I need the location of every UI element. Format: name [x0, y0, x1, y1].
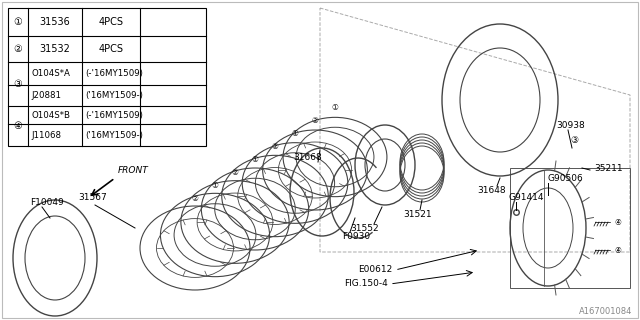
- Text: ④: ④: [13, 121, 22, 131]
- Text: ④: ④: [614, 245, 621, 254]
- Text: ④: ④: [614, 218, 621, 227]
- Text: FIG.150-4: FIG.150-4: [344, 279, 388, 289]
- Text: ①: ①: [13, 17, 22, 27]
- Text: O104S*A: O104S*A: [31, 69, 70, 78]
- Text: F10049: F10049: [30, 198, 64, 207]
- Text: ①: ①: [292, 129, 298, 138]
- Text: 31668: 31668: [294, 153, 323, 162]
- Bar: [8, 8, 206, 146]
- Text: O104S*B: O104S*B: [31, 110, 70, 119]
- Text: ('16MY1509-): ('16MY1509-): [85, 131, 143, 140]
- Text: ①: ①: [252, 155, 259, 164]
- Text: ②: ②: [232, 167, 239, 177]
- Text: (-'16MY1509): (-'16MY1509): [85, 69, 143, 78]
- Text: ②: ②: [271, 141, 278, 150]
- Text: 30938: 30938: [556, 121, 585, 130]
- Text: J20881: J20881: [31, 91, 61, 100]
- Text: ①: ①: [332, 102, 339, 111]
- Text: 31552: 31552: [351, 224, 380, 233]
- Text: ①: ①: [212, 180, 218, 189]
- Text: A167001084: A167001084: [579, 307, 632, 316]
- Text: ③: ③: [13, 79, 22, 89]
- Text: 31536: 31536: [40, 17, 70, 27]
- Text: 4PCS: 4PCS: [99, 44, 124, 54]
- Text: F0930: F0930: [342, 232, 370, 241]
- Text: G90506: G90506: [548, 174, 584, 183]
- Text: G91414: G91414: [508, 193, 543, 202]
- Text: J11068: J11068: [31, 131, 61, 140]
- Text: 31532: 31532: [40, 44, 70, 54]
- Text: 31648: 31648: [477, 186, 506, 195]
- Text: ②: ②: [191, 194, 198, 203]
- Text: ('16MY1509-): ('16MY1509-): [85, 91, 143, 100]
- Text: ②: ②: [13, 44, 22, 54]
- Text: 4PCS: 4PCS: [99, 17, 124, 27]
- Text: 31521: 31521: [404, 210, 432, 219]
- Text: 35211: 35211: [594, 164, 623, 172]
- Text: FRONT: FRONT: [118, 166, 148, 175]
- Text: 31567: 31567: [78, 193, 107, 202]
- Text: ③: ③: [570, 135, 578, 145]
- Text: E00612: E00612: [358, 266, 392, 275]
- Text: (-'16MY1509): (-'16MY1509): [85, 110, 143, 119]
- Text: ②: ②: [312, 116, 319, 124]
